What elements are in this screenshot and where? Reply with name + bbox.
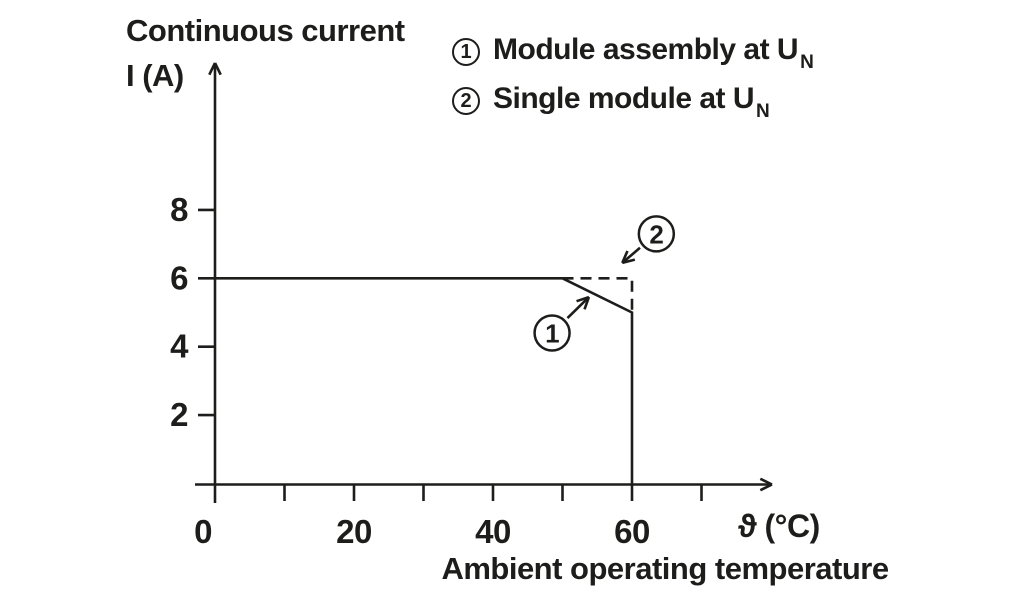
x-axis-unit-label: ϑ (°C)	[738, 508, 820, 544]
svg-text:0: 0	[194, 513, 212, 550]
svg-text:4: 4	[170, 328, 189, 365]
legend-subscript-1: N	[800, 52, 814, 73]
legend-subscript-2: N	[756, 101, 770, 122]
y-axis-title: Continuous current I (A)	[126, 8, 405, 98]
axes	[195, 62, 773, 503]
callout-2: 2	[621, 215, 676, 265]
x-axis-title: Ambient operating temperature	[441, 551, 889, 586]
y-tick-labels: 2 4 6 8	[170, 191, 190, 433]
svg-text:2: 2	[649, 219, 663, 249]
svg-text:1: 1	[545, 319, 559, 349]
callout-1: 1	[533, 295, 591, 352]
svg-text:40: 40	[475, 513, 511, 550]
svg-text:8: 8	[170, 191, 188, 228]
svg-text:60: 60	[614, 513, 650, 550]
y-axis-title-line1: Continuous current	[126, 13, 405, 48]
circled-number-1-icon: 1	[452, 38, 480, 66]
y-axis-title-line2: I (A)	[126, 58, 184, 93]
series-1	[215, 276, 634, 484]
legend-label-1: Module assembly at U	[493, 33, 799, 66]
svg-text:6: 6	[170, 259, 188, 296]
legend-label-2: Single module at U	[493, 82, 755, 115]
svg-text:2: 2	[170, 396, 188, 433]
x-tick-labels: 0 20 40 60	[194, 513, 650, 550]
axis-ticks	[198, 208, 703, 501]
series-2	[562, 276, 634, 313]
svg-text:20: 20	[336, 513, 372, 550]
circled-number-2-icon: 2	[452, 87, 480, 115]
